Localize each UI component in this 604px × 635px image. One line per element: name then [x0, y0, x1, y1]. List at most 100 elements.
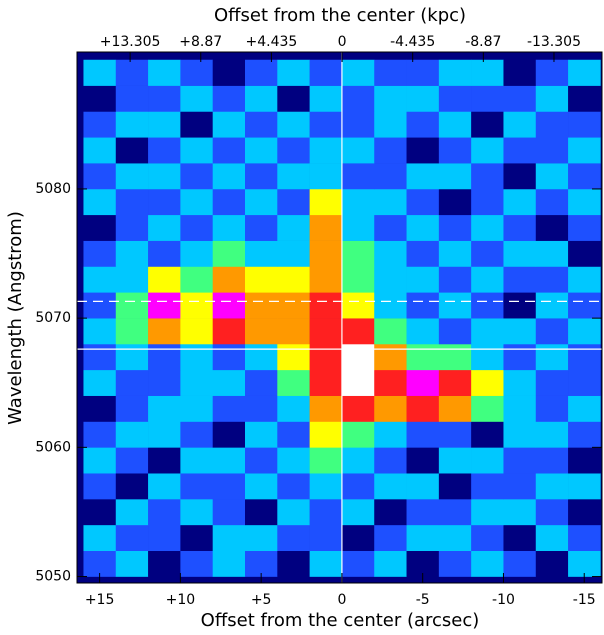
heatmap-cell — [309, 421, 343, 448]
heatmap-cell — [503, 214, 537, 241]
heatmap-cell — [83, 266, 117, 293]
heatmap-cell — [374, 369, 407, 396]
heatmap-cell — [471, 473, 504, 500]
heatmap-cell — [438, 473, 472, 500]
heatmap-cell — [180, 318, 213, 345]
heatmap-cell — [471, 395, 504, 422]
heatmap-cell — [568, 473, 601, 500]
heatmap-cell — [212, 343, 246, 371]
heatmap-cell — [406, 188, 440, 216]
heatmap-cell — [245, 292, 278, 319]
heatmap-cell — [568, 421, 601, 448]
heatmap-cell — [503, 188, 537, 216]
heatmap-cell — [245, 266, 278, 293]
heatmap-cell — [309, 292, 343, 319]
heatmap-cell — [180, 292, 213, 319]
heatmap-cell — [309, 343, 343, 371]
heatmap-cell — [245, 550, 278, 577]
heatmap-cell — [503, 343, 537, 371]
heatmap-cell — [503, 318, 537, 345]
heatmap-cell — [212, 421, 246, 448]
heatmap-cell — [148, 550, 181, 577]
heatmap-cell — [212, 473, 246, 500]
heatmap-cell — [83, 59, 117, 86]
heatmap-cell — [148, 214, 181, 241]
heatmap-cell — [471, 137, 504, 164]
x-tick-label: 0 — [337, 592, 346, 608]
heatmap-cell — [148, 343, 181, 371]
heatmap-cell — [83, 214, 117, 241]
x-tick-label: +10 — [166, 592, 196, 608]
heatmap-cell — [245, 524, 278, 552]
heatmap-cell — [180, 85, 213, 112]
heatmap-cell — [83, 188, 117, 216]
heatmap-cell — [341, 59, 375, 86]
heatmap-cell — [245, 318, 278, 345]
heatmap-cell — [503, 499, 537, 526]
heatmap-cell — [245, 499, 278, 526]
heatmap-cell — [148, 395, 181, 422]
heatmap-cell — [568, 137, 601, 164]
heatmap-cell — [374, 524, 407, 552]
heatmap-cell — [212, 499, 246, 526]
heatmap-cell — [309, 163, 343, 190]
heatmap-cell — [245, 137, 278, 164]
heatmap-cell — [374, 550, 407, 577]
heatmap-cell — [212, 214, 246, 241]
heatmap-cell — [374, 111, 407, 138]
heatmap-cell — [471, 85, 504, 112]
heatmap-cell — [471, 421, 504, 448]
y-tick-label: 5050 — [35, 569, 71, 585]
heatmap-cell — [309, 473, 343, 500]
heatmap-cell — [83, 111, 117, 138]
heatmap-cell — [406, 524, 440, 552]
x-tick-label: +5 — [251, 592, 272, 608]
heatmap-cell — [406, 499, 440, 526]
heatmap-cell — [148, 266, 181, 293]
heatmap-cell — [212, 111, 246, 138]
heatmap-cell — [374, 421, 407, 448]
x2-tick-label: -4.435 — [390, 34, 435, 50]
heatmap-cell — [503, 266, 537, 293]
heatmap-cell — [406, 447, 440, 474]
heatmap-cell — [406, 111, 440, 138]
y-axis-label: Wavelength (Angstrom) — [5, 211, 26, 425]
heatmap-cell — [374, 499, 407, 526]
heatmap-cell — [277, 550, 310, 577]
heatmap-cell — [471, 188, 504, 216]
heatmap-cell — [212, 59, 246, 86]
heatmap-cell — [471, 369, 504, 396]
heatmap-cell — [277, 318, 310, 345]
heatmap-cell — [535, 524, 569, 552]
heatmap-cell — [212, 369, 246, 396]
heatmap-cell — [180, 550, 213, 577]
heatmap-cell — [438, 266, 472, 293]
heatmap-cell — [245, 59, 278, 86]
heatmap-cell — [535, 85, 569, 112]
heatmap-cell — [438, 163, 472, 190]
heatmap-cell — [309, 188, 343, 216]
heatmap-cell — [180, 214, 213, 241]
heatmap-cell — [277, 266, 310, 293]
heatmap-cell — [406, 266, 440, 293]
heatmap-cell — [148, 369, 181, 396]
heatmap-cell — [115, 524, 149, 552]
heatmap-cell — [309, 59, 343, 86]
x2-tick-label: 0 — [338, 34, 347, 50]
heatmap-cell — [535, 292, 569, 319]
heatmap-cell — [309, 395, 343, 422]
heatmap-cell — [438, 240, 472, 267]
heatmap-cell — [245, 447, 278, 474]
heatmap-cell — [180, 240, 213, 267]
x-axis-label: Offset from the center (arcsec) — [201, 610, 480, 631]
heatmap-cell — [535, 343, 569, 371]
heatmap-cell — [406, 473, 440, 500]
heatmap-cell — [503, 524, 537, 552]
heatmap-cell — [180, 421, 213, 448]
heatmap-cell — [535, 550, 569, 577]
x-tick-label: +15 — [85, 592, 115, 608]
heatmap-cell — [568, 85, 601, 112]
heatmap-cell — [438, 447, 472, 474]
heatmap-cell — [83, 369, 117, 396]
